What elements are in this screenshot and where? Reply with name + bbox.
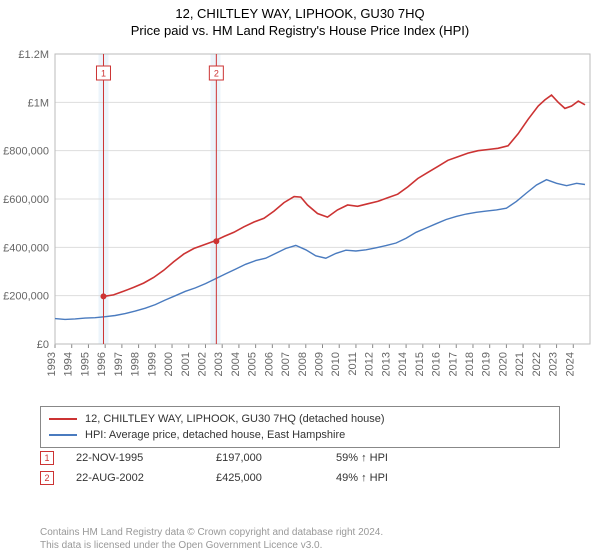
legend-item-property: 12, CHILTLEY WAY, LIPHOOK, GU30 7HQ (det… [49,411,551,427]
legend-swatch-hpi [49,434,77,436]
svg-text:2024: 2024 [564,352,576,376]
svg-text:2014: 2014 [397,352,409,376]
svg-text:2006: 2006 [263,352,275,376]
svg-text:2008: 2008 [297,352,309,376]
svg-text:1998: 1998 [130,352,142,376]
svg-text:2: 2 [214,68,219,78]
sale-date: 22-NOV-1995 [76,452,216,464]
legend-label-hpi: HPI: Average price, detached house, East… [85,429,345,441]
series-hpi [55,180,585,320]
sale-price: £425,000 [216,472,336,484]
svg-text:£400,000: £400,000 [3,242,49,254]
price-chart: £0 £200,000 £400,000 £600,000 £800,000 £1M £1.… [0,44,600,404]
svg-text:1996: 1996 [96,352,108,376]
svg-text:£1.2M: £1.2M [18,49,49,61]
svg-text:1999: 1999 [146,352,158,376]
svg-text:2004: 2004 [230,352,242,376]
svg-text:2019: 2019 [481,352,493,376]
chart-container: £0 £200,000 £400,000 £600,000 £800,000 £1M £1.… [0,44,600,404]
svg-text:2017: 2017 [447,352,459,376]
svg-text:£600,000: £600,000 [3,194,49,206]
svg-text:1997: 1997 [113,352,125,376]
sale-row-marker: 1 [40,451,54,465]
svg-text:2011: 2011 [347,352,359,376]
svg-text:2000: 2000 [163,352,175,376]
legend-swatch-property [49,418,77,420]
svg-text:£800,000: £800,000 [3,146,49,158]
svg-text:£0: £0 [37,339,49,351]
sales-table: 1 22-NOV-1995£197,00059% ↑ HPI 2 22-AUG-200… [40,448,456,488]
sale-date: 22-AUG-2002 [76,472,216,484]
svg-text:2009: 2009 [314,352,326,376]
svg-text:2015: 2015 [414,352,426,376]
sale-row-marker: 2 [40,471,54,485]
footer-line-1: Contains HM Land Registry data © Crown c… [40,526,383,539]
sale-price: £197,000 [216,452,336,464]
sale-row-1: 1 22-NOV-1995£197,00059% ↑ HPI [40,448,456,468]
svg-text:2007: 2007 [280,352,292,376]
svg-text:2023: 2023 [548,352,560,376]
page-title: 12, CHILTLEY WAY, LIPHOOK, GU30 7HQ [0,6,600,21]
svg-text:2010: 2010 [330,352,342,376]
svg-text:1993: 1993 [46,352,58,376]
svg-text:1995: 1995 [79,352,91,376]
page-subtitle: Price paid vs. HM Land Registry's House … [0,23,600,38]
sale-row-2: 2 22-AUG-2002£425,00049% ↑ HPI [40,468,456,488]
svg-text:2016: 2016 [431,352,443,376]
header: 12, CHILTLEY WAY, LIPHOOK, GU30 7HQ Pric… [0,0,600,38]
svg-text:2005: 2005 [247,352,259,376]
footer-line-2: This data is licensed under the Open Gov… [40,539,383,552]
series-property [104,95,586,296]
legend: 12, CHILTLEY WAY, LIPHOOK, GU30 7HQ (det… [40,406,560,448]
svg-text:2022: 2022 [531,352,543,376]
footer: Contains HM Land Registry data © Crown c… [40,526,383,552]
sale-pct-vs-hpi: 59% ↑ HPI [336,452,456,464]
svg-text:2013: 2013 [380,352,392,376]
sale-pct-vs-hpi: 49% ↑ HPI [336,472,456,484]
svg-text:2002: 2002 [196,352,208,376]
legend-label-property: 12, CHILTLEY WAY, LIPHOOK, GU30 7HQ (det… [85,413,385,425]
svg-text:1994: 1994 [63,352,75,376]
svg-text:1: 1 [101,68,106,78]
svg-text:£1M: £1M [28,97,49,109]
svg-text:2018: 2018 [464,352,476,376]
svg-text:2012: 2012 [364,352,376,376]
svg-text:2003: 2003 [213,352,225,376]
legend-item-hpi: HPI: Average price, detached house, East… [49,427,551,443]
svg-text:2020: 2020 [497,352,509,376]
svg-text:2001: 2001 [180,352,192,376]
svg-text:£200,000: £200,000 [3,291,49,303]
svg-text:2021: 2021 [514,352,526,376]
